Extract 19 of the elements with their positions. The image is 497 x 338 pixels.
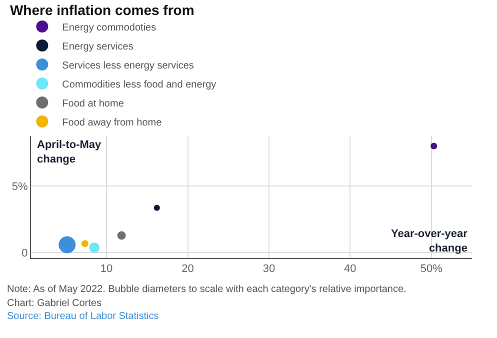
- x-tick-label: 30: [262, 263, 276, 276]
- x-tick-label: 50%: [420, 263, 443, 276]
- y-tick-label: 0: [22, 248, 28, 260]
- x-tick-label: 40: [344, 263, 356, 276]
- text: Chart: Gabriel Cortes: [7, 298, 102, 309]
- legend-label: Food at home: [62, 98, 124, 110]
- legend-label: Energy commodoties: [62, 22, 156, 34]
- x-axis-title: Year-over-year change: [391, 228, 468, 254]
- x-tick-label: 10: [100, 263, 113, 276]
- legend-label: Commodities less food and energy: [62, 79, 216, 90]
- text: Note: As of May 2022. Bubble diameters to scale with each category's relative importance.: [7, 284, 406, 295]
- y-tick-label: 5%: [12, 180, 28, 193]
- legend-label: Energy services: [62, 41, 134, 52]
- y-axis-title: April-to-May change: [37, 139, 102, 166]
- chart-title: Where inflation comes from: [10, 2, 194, 18]
- source-note: Source: Bureau of Labor Statistics: [7, 311, 159, 322]
- x-tick-label: 20: [182, 263, 194, 276]
- legend-label: Food away from home: [62, 117, 162, 128]
- legend-label: Services less energy services: [62, 60, 194, 72]
